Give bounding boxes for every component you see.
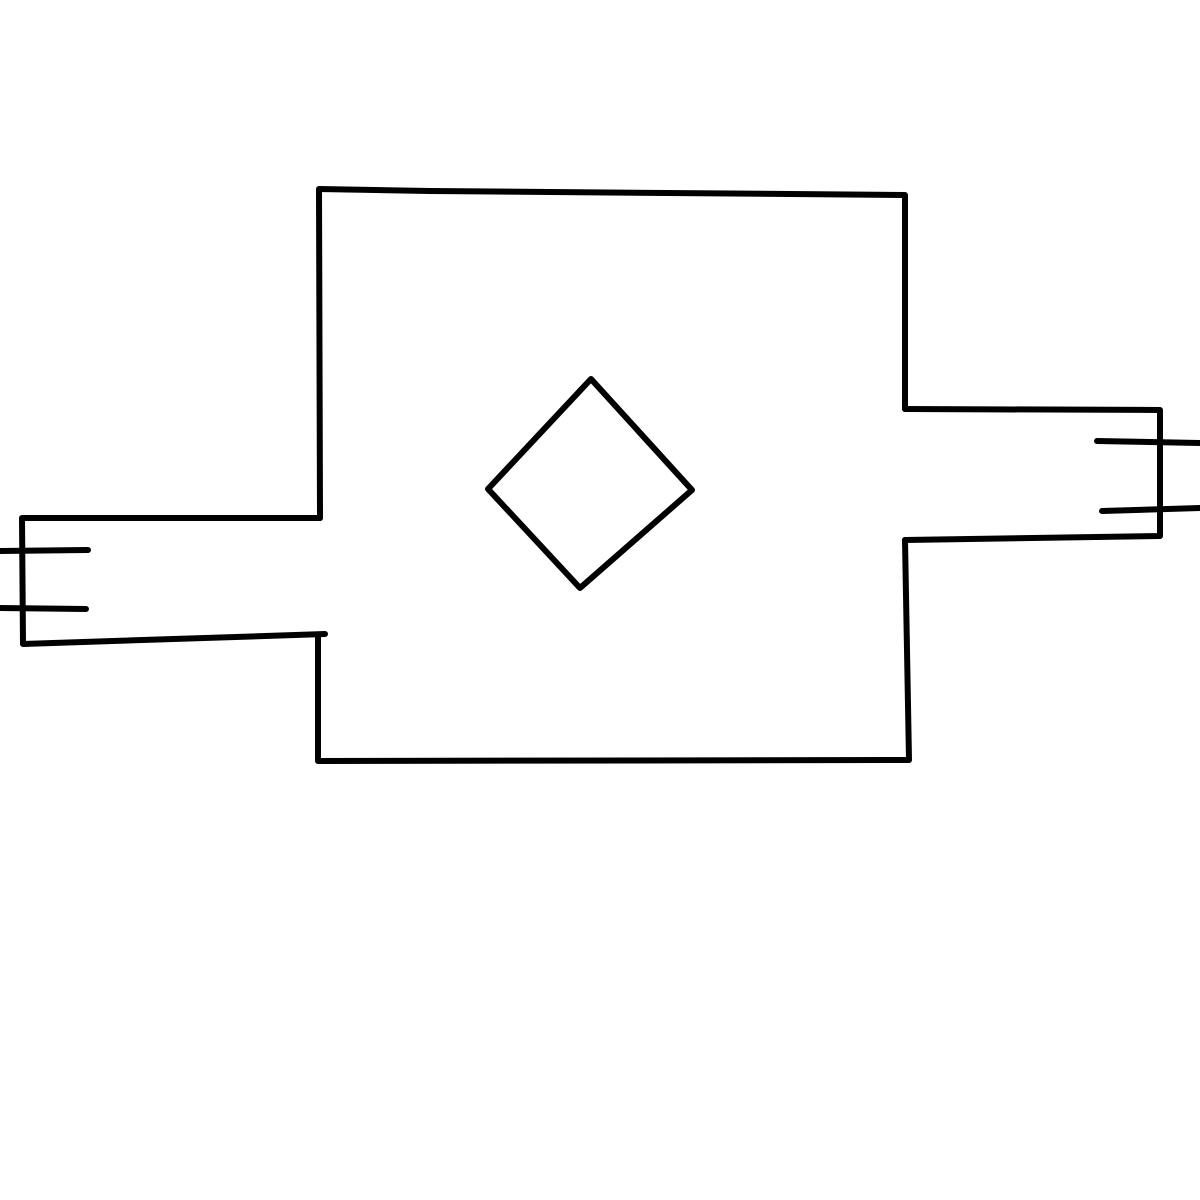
main-body-outline xyxy=(315,186,912,764)
right-prong-top xyxy=(1094,438,1200,446)
left-prong-bottom xyxy=(0,605,89,612)
left-connector-prongs xyxy=(0,547,91,612)
left-connector-outline xyxy=(19,515,328,647)
right-prong-bottom xyxy=(1099,505,1200,514)
right-connector-outline xyxy=(902,406,1163,543)
right-connector-prongs xyxy=(1094,438,1200,514)
center-diamond xyxy=(485,376,695,591)
left-prong-top xyxy=(0,547,91,554)
